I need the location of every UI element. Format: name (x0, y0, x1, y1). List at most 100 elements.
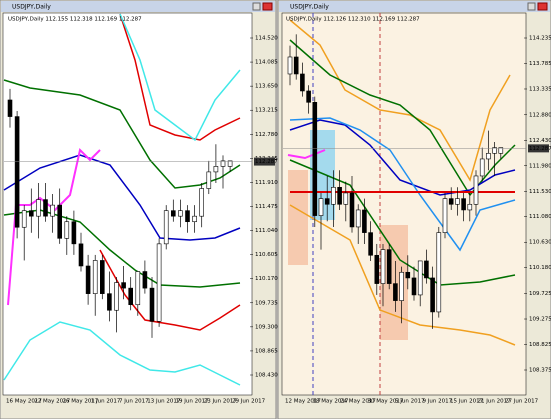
candle-body (417, 260, 423, 296)
x-tick-label: 30 May 2017 (368, 399, 404, 405)
y-tick-label: 111.910 (255, 180, 278, 186)
candle-body (199, 188, 204, 217)
green-upper (289, 39, 516, 197)
y-tick-label: 113.785 (529, 61, 551, 67)
candle-body (57, 204, 63, 239)
candle-body (405, 271, 411, 279)
candle-body (386, 249, 392, 284)
price-label-box (254, 157, 275, 166)
candle-body (107, 293, 112, 311)
candle-body (300, 73, 305, 92)
close-button[interactable] (537, 2, 548, 11)
info: USDJPY,Daily 112.126 112.310 112.169 112… (286, 17, 420, 23)
blue-mid (3, 154, 241, 241)
candle-body (448, 198, 454, 205)
candle-body (399, 271, 404, 301)
candle-body (411, 277, 417, 296)
y-tick-label: 114.235 (529, 36, 551, 42)
candle-body (50, 204, 55, 217)
y-tick-label: 109.735 (255, 300, 278, 306)
candle-body (7, 99, 13, 117)
candle-body (287, 56, 293, 75)
y-tick-label: 111.980 (529, 163, 551, 169)
x-tick-label: 15 Jun 2017 (450, 399, 484, 405)
magenta-line (7, 148, 101, 306)
candle-body (455, 198, 460, 205)
candle-body (14, 116, 20, 228)
candle-body (312, 102, 318, 216)
candle-body (135, 271, 141, 306)
candle-body (149, 287, 155, 322)
price-label: 112.287 (255, 159, 278, 165)
candle-body (430, 277, 435, 313)
y-tick-label: 111.080 (529, 214, 551, 220)
upper-band (119, 13, 241, 141)
close-button[interactable] (262, 2, 273, 11)
candle-body (78, 243, 84, 267)
price-label-box (528, 144, 549, 153)
candle-body (28, 210, 34, 217)
price-label: 112.287 (529, 146, 551, 152)
x-tick-label: 19 Jun 2017 (176, 399, 210, 405)
candle-body (343, 192, 349, 205)
window-title: USDJPY,Daily (12, 4, 51, 11)
light-blue (289, 117, 516, 252)
candle-body (71, 221, 77, 245)
y-tick-label: 113.335 (529, 86, 551, 92)
candle-body (479, 158, 485, 177)
candle-body (178, 210, 183, 217)
chart-info: USDJPY,Daily 112.155 112.318 112.169 112… (8, 17, 142, 23)
cyan-band (119, 13, 241, 142)
maximize-button[interactable] (252, 2, 261, 11)
x-tick-label: 22 May 2017 (34, 399, 70, 405)
y-tick-label: 113.650 (255, 84, 278, 90)
candle-body (467, 203, 473, 211)
candle-body (362, 209, 367, 233)
y-tick-label: 109.275 (529, 317, 551, 323)
x-tick-label: 12 May 2017 (285, 399, 321, 405)
y-tick-label: 114.520 (255, 36, 278, 42)
candle-body (380, 249, 386, 284)
x-tick-label: 27 Jun 2017 (505, 399, 539, 405)
candle-body (442, 198, 448, 233)
x-tick-label: 13 Jun 2017 (147, 399, 181, 405)
x-tick-label: 18 May 2017 (313, 399, 349, 405)
candle-body (461, 198, 466, 211)
y-tick-label: 111.475 (255, 204, 278, 210)
candle-body (64, 221, 70, 239)
y-tick-label: 109.725 (529, 291, 551, 297)
candle-body (374, 254, 380, 284)
candle-body (324, 198, 330, 205)
candle-body (206, 171, 212, 189)
y-tick-label: 109.300 (255, 324, 278, 330)
candle-body (142, 271, 148, 289)
x-tick-label: 1 Jun 2017 (91, 399, 121, 405)
candle-body (293, 56, 299, 75)
candle-body (114, 282, 119, 311)
x-tick-label: 9 Jun 2017 (423, 399, 453, 405)
candle-body (128, 287, 133, 306)
candle-body (424, 260, 429, 279)
candle-body (306, 90, 311, 103)
chart-info: USDJPY,Daily 112.126 112.310 112.169 112… (286, 17, 420, 23)
candle-body (349, 192, 355, 228)
y-tick-label: 113.215 (255, 108, 278, 114)
maximize-button[interactable] (527, 2, 536, 11)
x-tick-label: 23 Jun 2017 (204, 399, 238, 405)
y-tick-label: 114.085 (255, 60, 278, 66)
y-tick-label: 111.040 (255, 228, 278, 234)
candle-body (498, 147, 504, 154)
highlight-zone (288, 170, 308, 265)
orange-lower (289, 204, 516, 346)
y-tick-label: 108.865 (255, 348, 278, 354)
y-tick-label: 112.780 (255, 132, 278, 138)
blue-mid (289, 119, 516, 196)
info: USDJPY,Daily 112.155 112.318 112.169 112… (8, 17, 142, 23)
cyan-lower (3, 321, 241, 386)
candle-body (331, 186, 336, 205)
y-tick-label: 110.605 (255, 252, 278, 258)
candle-body (121, 282, 126, 289)
x-tick-label: 29 Jun 2017 (232, 399, 266, 405)
candle-body (163, 210, 169, 245)
